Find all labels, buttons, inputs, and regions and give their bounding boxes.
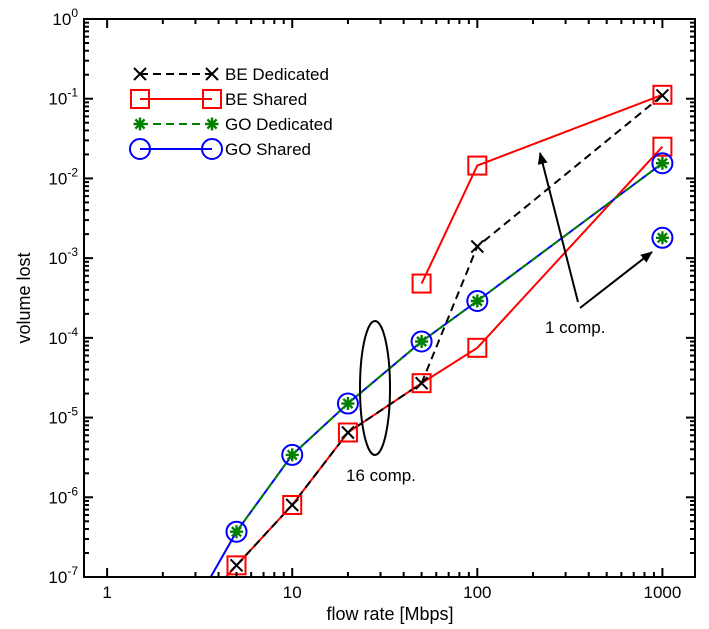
1-comp-arrow-lower — [579, 251, 653, 309]
y-tick-label: 10-4 — [48, 325, 78, 348]
go-dedicated-point-2 — [341, 397, 355, 411]
y-tick-label: 10-3 — [48, 245, 78, 268]
go-dedicated-point-3 — [415, 335, 429, 349]
1-comp-arrow-upper — [537, 152, 579, 303]
x-tick-label: 10 — [283, 583, 302, 602]
be-dedicated-line-0 — [235, 382, 423, 567]
annotation-layer: 16 comp. 1 comp. — [346, 152, 653, 485]
y-tick-label: 100 — [52, 6, 78, 29]
annotation-16-comp: 16 comp. — [346, 466, 416, 485]
legend-marker-right — [205, 67, 219, 81]
go-dedicated-point-5 — [655, 156, 669, 170]
go-dedicated-point-4 — [470, 294, 484, 308]
be-shared-line-1 — [420, 93, 663, 285]
go-dedicated-line-0 — [235, 162, 663, 533]
go-shared-point-5 — [651, 152, 674, 175]
be-shared-point-8 — [652, 84, 673, 105]
legend-label: BE Dedicated — [225, 65, 329, 84]
be-shared-point-1 — [282, 495, 303, 516]
legend-marker-right — [205, 117, 219, 131]
markers-be-dedicated — [229, 88, 670, 573]
y-tick-label: 10-2 — [48, 165, 78, 188]
go-shared-point-3 — [410, 330, 433, 353]
legend-item-go-shared: GO Shared — [129, 138, 311, 160]
be-dedicated-point-4 — [470, 239, 485, 254]
legend-marker-left — [133, 67, 147, 81]
legend-item-be-dedicated: BE Dedicated — [133, 65, 329, 84]
y-tick-label: 10-5 — [48, 405, 78, 428]
be-shared-point-2 — [337, 422, 358, 443]
be-dedicated-line-1 — [420, 94, 664, 384]
legend-marker-right — [202, 89, 222, 109]
be-shared-point-3 — [411, 373, 432, 394]
be-shared-point-4 — [467, 337, 488, 358]
legend-item-go-dedicated: GO Dedicated — [133, 115, 333, 134]
go-shared-point-1 — [281, 443, 304, 466]
y-tick-label: 10-7 — [48, 564, 78, 587]
axes-layer: 1 10 100 1000 10-7 10-6 10-5 10-4 10-3 10-2 10-1 10… — [48, 6, 696, 602]
go-shared-point-4 — [466, 289, 489, 312]
legend-marker-right — [201, 138, 223, 160]
go-dedicated-point-1 — [285, 448, 299, 462]
go-dedicated-point-0 — [230, 525, 243, 539]
markers-go-shared — [225, 152, 674, 543]
16-comp-ellipse — [359, 320, 391, 456]
x-axis-label: flow rate [Mbps] — [326, 604, 453, 624]
y-tick-label: 10-6 — [48, 484, 78, 507]
go-shared-point-0 — [225, 520, 248, 543]
plot-frame — [83, 18, 696, 578]
annotation-1-comp: 1 comp. — [545, 318, 605, 337]
y-tick-label: 10-1 — [48, 86, 78, 109]
legend-label: GO Shared — [225, 140, 311, 159]
legend-label: GO Dedicated — [225, 115, 333, 134]
markers-go-dedicated — [230, 156, 669, 539]
y-axis-label: volume lost — [14, 252, 34, 343]
go-shared-point-6 — [651, 226, 674, 249]
legend: BE Dedicated BE Shared GO Dedicated GO Shar… — [129, 65, 333, 160]
x-tick-label: 100 — [463, 583, 491, 602]
series-layer — [209, 84, 674, 577]
series-go-dedicated — [235, 162, 663, 533]
legend-marker-left — [133, 117, 147, 131]
go-shared-point-2 — [336, 392, 359, 415]
legend-marker-left — [130, 89, 150, 109]
be-shared-point-5 — [652, 136, 673, 157]
legend-label: BE Shared — [225, 90, 307, 109]
be-dedicated-point-0 — [229, 558, 244, 573]
x-tick-label: 1 — [102, 583, 111, 602]
legend-item-be-shared: BE Shared — [130, 89, 307, 109]
go-dedicated-point-6 — [655, 231, 669, 245]
be-dedicated-point-1 — [285, 498, 299, 512]
be-shared-point-7 — [467, 155, 488, 176]
be-dedicated-point-5 — [655, 88, 670, 103]
legend-marker-left — [129, 138, 151, 160]
be-dedicated-point-2 — [341, 425, 355, 440]
be-shared-point-6 — [411, 273, 432, 294]
be-dedicated-point-3 — [414, 376, 429, 390]
x-tick-label: 1000 — [643, 583, 681, 602]
